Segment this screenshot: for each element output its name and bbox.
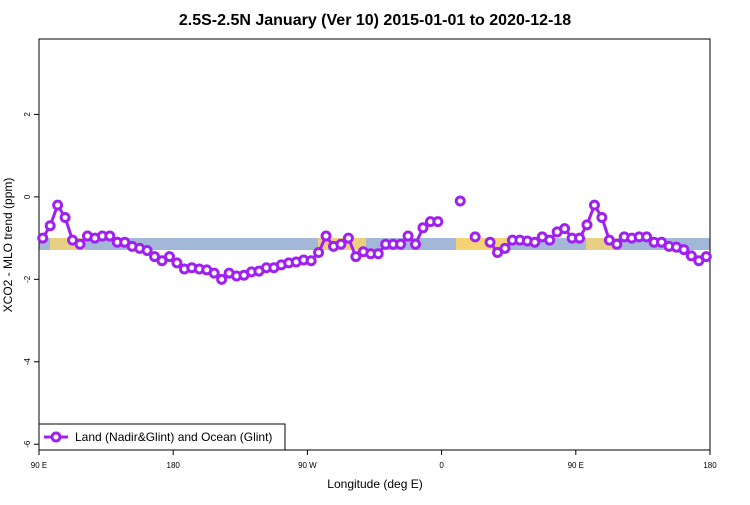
chart-title: 2.5S-2.5N January (Ver 10) 2015-01-01 to…	[179, 12, 571, 29]
y-axis-label: XCO2 - MLO trend (ppm)	[1, 178, 15, 313]
x-tick-label: 90 E	[31, 461, 47, 470]
data-point	[499, 242, 511, 254]
data-point	[320, 230, 332, 242]
data-point	[52, 199, 64, 211]
data-point	[685, 250, 697, 262]
x-tick-label: 180	[167, 461, 181, 470]
data-point	[208, 267, 220, 279]
data-point	[544, 234, 556, 246]
data-point	[641, 231, 653, 243]
legend-box	[38, 423, 286, 451]
data-point	[588, 199, 600, 211]
data-point	[104, 230, 116, 242]
data-point	[372, 248, 384, 260]
data-point	[611, 238, 623, 250]
data-point	[469, 231, 481, 243]
data-point	[350, 251, 362, 263]
data-point	[454, 195, 466, 207]
data-point	[59, 211, 71, 223]
data-point	[74, 238, 86, 250]
data-point	[313, 247, 325, 259]
y-tick-label: 2	[23, 112, 32, 117]
x-tick-label: 0	[439, 461, 444, 470]
data-point	[581, 219, 593, 231]
data-point	[141, 244, 153, 256]
data-point	[529, 236, 541, 248]
legend-marker	[50, 431, 62, 443]
data-point	[395, 238, 407, 250]
y-tick-label: -6	[23, 440, 32, 448]
data-point	[559, 223, 571, 235]
data-point	[37, 232, 49, 244]
data-point	[678, 244, 690, 256]
data-point	[484, 236, 496, 248]
data-point	[171, 257, 183, 269]
y-tick-label: -2	[23, 275, 32, 283]
data-point	[410, 238, 422, 250]
legend-label: Land (Nadir&Glint) and Ocean (Glint)	[75, 430, 272, 444]
legend: Land (Nadir&Glint) and Ocean (Glint)	[38, 423, 286, 451]
x-axis-label: Longitude (deg E)	[327, 477, 422, 491]
data-point	[432, 216, 444, 228]
data-point	[163, 251, 175, 263]
data-point	[44, 220, 56, 232]
data-point	[335, 238, 347, 250]
data-point	[402, 230, 414, 242]
x-tick-label: 90 E	[568, 461, 584, 470]
data-point	[417, 222, 429, 234]
plot-frame	[38, 38, 711, 451]
data-point	[574, 232, 586, 244]
data-point	[700, 251, 712, 263]
data-point	[596, 211, 608, 223]
x-tick-label: 180	[703, 461, 717, 470]
data-point	[305, 255, 317, 267]
data-point	[342, 232, 354, 244]
x-tick-label: 90 W	[298, 461, 317, 470]
y-tick-label: 0	[23, 194, 32, 199]
data-point	[216, 273, 228, 285]
y-tick-label: -4	[23, 358, 32, 366]
